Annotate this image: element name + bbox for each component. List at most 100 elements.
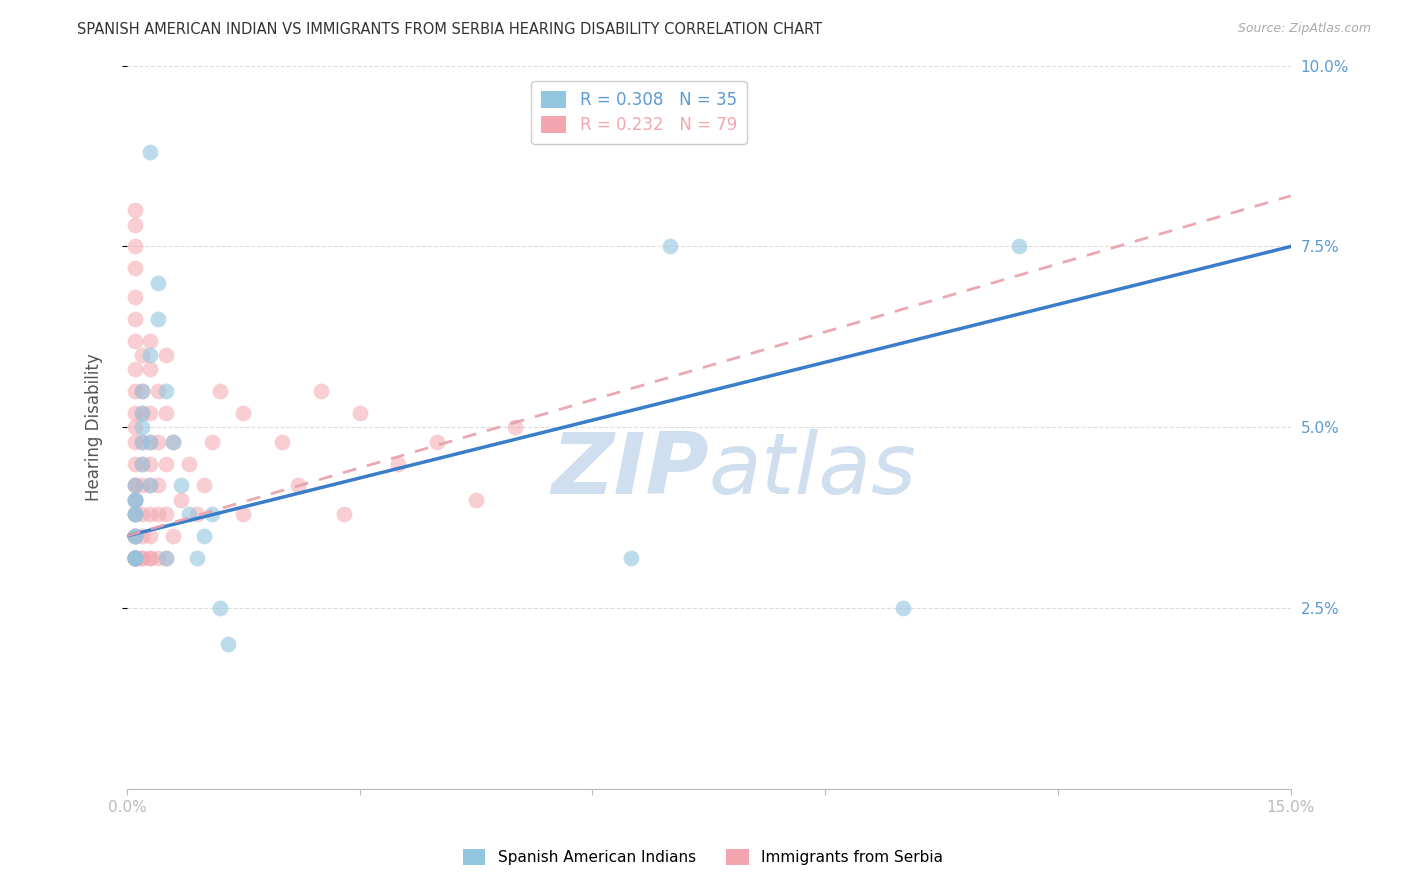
Point — [124, 420, 146, 434]
Point — [193, 529, 215, 543]
Point — [124, 492, 146, 507]
Point — [124, 507, 146, 521]
Point — [124, 311, 146, 326]
Point — [131, 457, 153, 471]
Point — [124, 550, 146, 565]
Point — [162, 529, 184, 543]
Point — [155, 384, 177, 399]
Point — [131, 420, 153, 434]
Text: SPANISH AMERICAN INDIAN VS IMMIGRANTS FROM SERBIA HEARING DISABILITY CORRELATION: SPANISH AMERICAN INDIAN VS IMMIGRANTS FR… — [77, 22, 823, 37]
Point — [124, 492, 146, 507]
Point — [124, 203, 146, 218]
Point — [124, 478, 146, 492]
Point — [349, 406, 371, 420]
Point — [139, 529, 162, 543]
Point — [124, 239, 146, 253]
Point — [177, 507, 200, 521]
Point — [131, 457, 153, 471]
Point — [193, 478, 215, 492]
Y-axis label: Hearing Disability: Hearing Disability — [86, 353, 103, 501]
Point — [124, 478, 146, 492]
Point — [131, 529, 153, 543]
Point — [124, 529, 146, 543]
Point — [139, 362, 162, 376]
Point — [155, 406, 177, 420]
Point — [131, 434, 153, 449]
Point — [131, 550, 153, 565]
Point — [309, 384, 332, 399]
Point — [155, 457, 177, 471]
Point — [139, 457, 162, 471]
Point — [659, 239, 682, 253]
Point — [124, 384, 146, 399]
Point — [131, 348, 153, 362]
Point — [208, 384, 231, 399]
Point — [146, 434, 169, 449]
Point — [155, 550, 177, 565]
Point — [124, 290, 146, 304]
Point — [131, 550, 153, 565]
Point — [124, 457, 146, 471]
Point — [162, 434, 184, 449]
Point — [131, 406, 153, 420]
Point — [139, 434, 162, 449]
Point — [155, 348, 177, 362]
Point — [131, 507, 153, 521]
Point — [139, 348, 162, 362]
Point — [124, 261, 146, 276]
Point — [131, 384, 153, 399]
Point — [162, 434, 184, 449]
Point — [124, 550, 146, 565]
Point — [124, 478, 146, 492]
Point — [232, 406, 254, 420]
Point — [124, 406, 146, 420]
Point — [146, 507, 169, 521]
Point — [124, 507, 146, 521]
Point — [139, 478, 162, 492]
Point — [124, 550, 146, 565]
Point — [146, 384, 169, 399]
Legend: R = 0.308   N = 35, R = 0.232   N = 79: R = 0.308 N = 35, R = 0.232 N = 79 — [531, 81, 747, 145]
Point — [287, 478, 309, 492]
Point — [139, 478, 162, 492]
Legend: Spanish American Indians, Immigrants from Serbia: Spanish American Indians, Immigrants fro… — [457, 843, 949, 871]
Point — [271, 434, 294, 449]
Point — [217, 637, 239, 651]
Point — [139, 406, 162, 420]
Point — [139, 145, 162, 160]
Point — [124, 507, 146, 521]
Point — [186, 550, 208, 565]
Point — [139, 434, 162, 449]
Point — [891, 601, 914, 615]
Point — [124, 550, 146, 565]
Point — [139, 550, 162, 565]
Text: ZIP: ZIP — [551, 429, 709, 512]
Point — [124, 529, 146, 543]
Point — [124, 550, 146, 565]
Point — [124, 492, 146, 507]
Point — [155, 507, 177, 521]
Text: Source: ZipAtlas.com: Source: ZipAtlas.com — [1237, 22, 1371, 36]
Point — [139, 507, 162, 521]
Point — [146, 550, 169, 565]
Point — [146, 478, 169, 492]
Point — [155, 550, 177, 565]
Point — [124, 434, 146, 449]
Point — [139, 334, 162, 348]
Point — [201, 434, 224, 449]
Point — [124, 218, 146, 232]
Point — [170, 478, 193, 492]
Point — [131, 384, 153, 399]
Point — [131, 434, 153, 449]
Point — [124, 550, 146, 565]
Text: atlas: atlas — [709, 429, 917, 512]
Point — [139, 550, 162, 565]
Point — [186, 507, 208, 521]
Point — [333, 507, 356, 521]
Point — [201, 507, 224, 521]
Point — [208, 601, 231, 615]
Point — [426, 434, 449, 449]
Point — [124, 550, 146, 565]
Point — [387, 457, 409, 471]
Point — [170, 492, 193, 507]
